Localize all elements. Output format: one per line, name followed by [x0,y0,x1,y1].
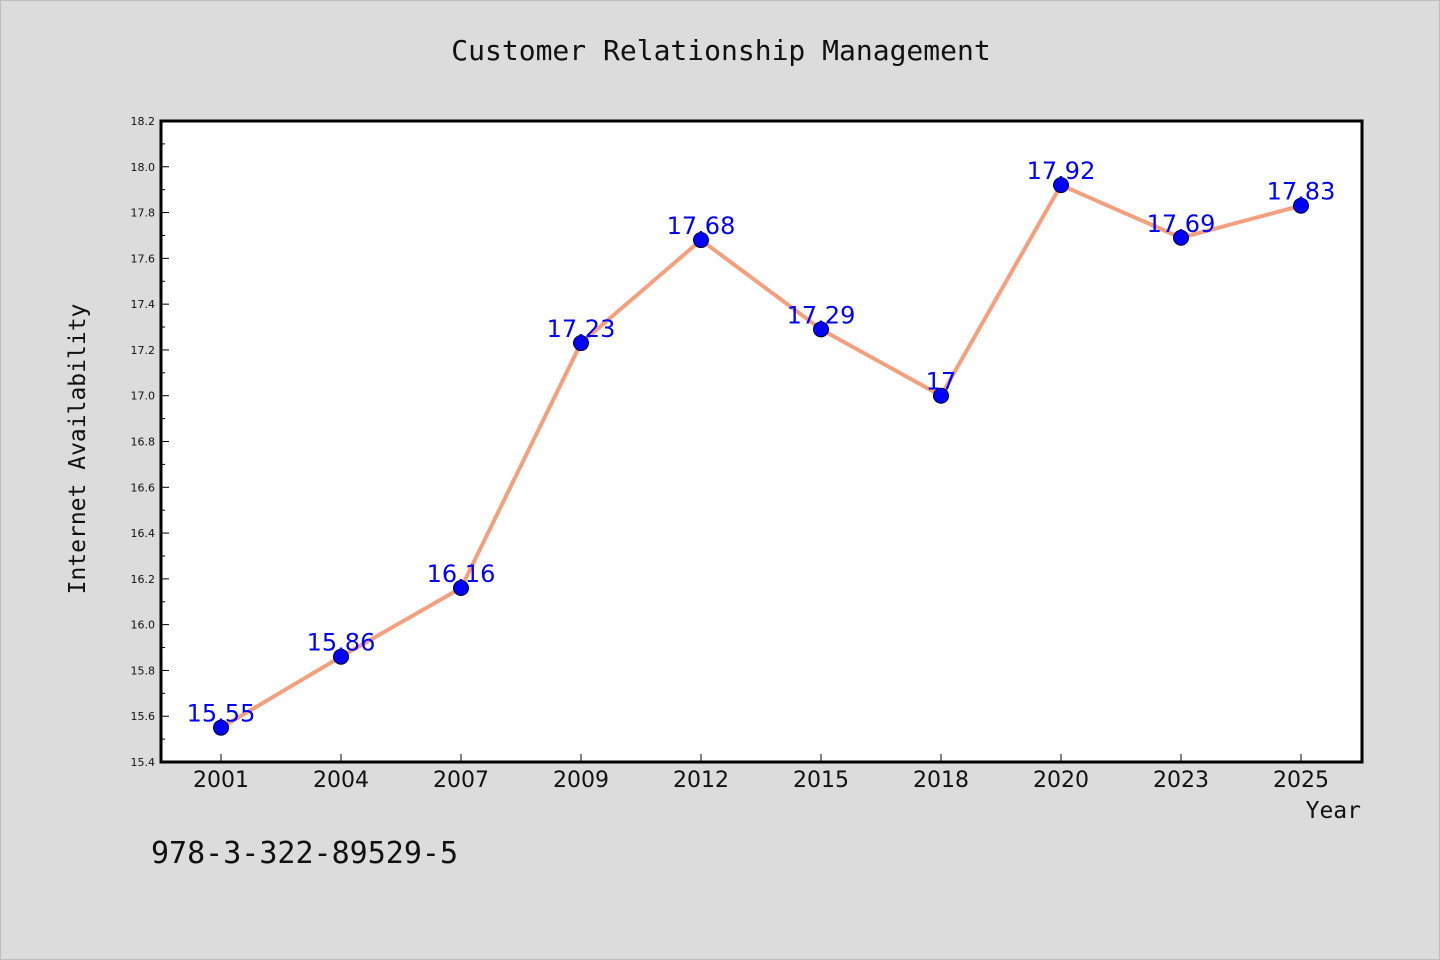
y-axis-ticks: 15.4 15.6 15.8 16.0 16.2 16.4 16.6 16.8 17.0 17.2… [131,115,169,769]
data-point [693,232,709,249]
x-axis-label: Year [1305,798,1361,824]
data-label: 17.92 [1027,157,1096,185]
x-axis-ticks: 2001 2004 2007 2009 2012 2015 2018 2020 2023 2025 [193,754,1329,793]
y-tick-label: 17.0 [131,390,156,403]
y-tick-label: 17.8 [131,207,156,220]
data-label: 17 [926,368,957,396]
x-tick-label: 2020 [1033,768,1089,793]
data-point [1293,197,1309,214]
x-tick-label: 2023 [1153,768,1209,793]
data-point [813,321,829,338]
y-tick-label: 18.2 [131,115,156,128]
data-label: 17.69 [1147,210,1216,238]
data-label: 17.29 [787,301,856,329]
data-label: 15.55 [187,700,256,728]
x-tick-label: 2012 [673,768,729,793]
x-tick-label: 2025 [1273,768,1329,793]
x-tick-label: 2001 [193,768,249,793]
series-layer: 15.55 15.86 16.16 17.23 17.68 17.29 17 17.92 17.… [187,157,1336,736]
series-line [219,183,1302,730]
x-tick-label: 2009 [553,768,609,793]
data-label: 17.68 [667,212,736,240]
y-tick-label: 17.4 [131,298,156,311]
footnote-isbn: 978-3-322-89529-5 [151,836,459,871]
y-tick-label: 16.0 [131,619,156,632]
data-point [1173,229,1189,246]
x-tick-label: 2018 [913,768,969,793]
y-tick-label: 16.8 [131,436,156,449]
data-point [453,580,469,597]
x-tick-label: 2007 [433,768,489,793]
data-point [1053,177,1069,194]
x-tick-label: 2015 [793,768,849,793]
chart-title: Customer Relationship Management [451,34,991,67]
y-tick-label: 15.6 [131,710,156,723]
data-label: 15.86 [307,629,376,657]
y-tick-label: 16.4 [131,527,156,540]
data-point [333,648,349,665]
data-label: 16.16 [427,560,496,588]
y-tick-label: 18.0 [131,161,156,174]
y-tick-label: 16.6 [131,481,156,494]
data-point [933,387,949,404]
y-tick-label: 15.4 [131,756,156,769]
data-point [213,719,229,736]
y-tick-label: 17.2 [131,344,156,357]
y-tick-label: 16.2 [131,573,156,586]
data-label: 17.23 [547,315,616,343]
y-tick-label: 15.8 [131,664,156,677]
y-tick-label: 17.6 [131,252,156,265]
data-point [573,335,589,352]
x-tick-label: 2004 [313,768,369,793]
data-label: 17.83 [1267,178,1336,206]
